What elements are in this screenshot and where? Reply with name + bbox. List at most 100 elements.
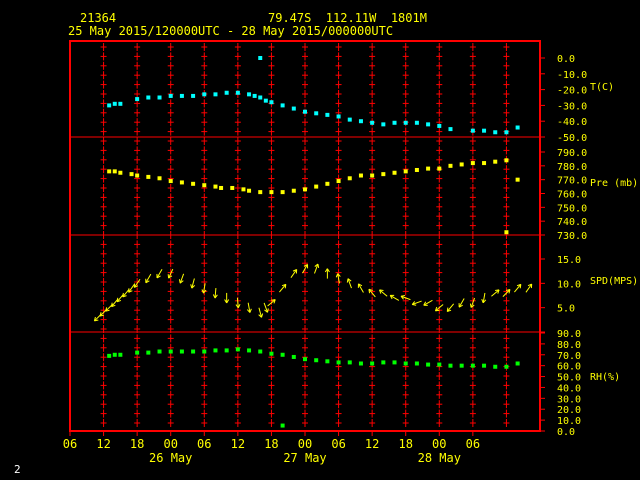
y-tick-label: 50.0 [557,373,581,384]
humidity-point [107,353,112,358]
pressure-point [179,180,184,185]
pressure-point [336,179,341,184]
pressure-point [448,163,453,168]
humidity-point [213,348,218,353]
pressure-point [504,230,509,235]
humidity-point [515,361,520,366]
temperature-point [358,119,363,124]
panel-label: T(C) [590,82,614,93]
y-tick-label: 90.0 [557,329,581,340]
temperature-point [258,56,263,60]
page-number: 2 [14,463,21,476]
wind-arrow [314,263,320,274]
humidity-point [448,363,453,368]
temperature-point [381,122,386,127]
wind-arrow [178,273,185,284]
wind-arrow [458,298,465,308]
pressure-point [230,185,235,190]
y-tick-label: 760.0 [557,190,587,201]
wind-arrow [156,269,163,279]
humidity-point [280,423,285,428]
pressure-point [191,181,196,186]
y-tick-label: 780.0 [557,162,587,173]
humidity-point [392,360,397,365]
y-tick-label: -10.0 [557,70,587,81]
y-tick-label: 10.0 [557,279,581,290]
pressure-point [219,185,224,190]
wind-arrow [400,294,411,301]
pressure-point [213,184,218,189]
temperature-point [504,130,509,135]
x-tick-label: 06 [197,437,211,451]
y-tick-label: 40.0 [557,383,581,394]
temperature-point [314,111,319,116]
temperature-point [202,92,207,97]
wind-arrow [263,302,269,313]
temperature-point [213,92,218,97]
humidity-point [358,361,363,366]
x-tick-label: 12 [365,437,379,451]
wind-arrow [389,294,400,301]
humidity-point [493,364,498,369]
humidity-point [146,350,151,355]
y-tick-label: 30.0 [557,394,581,405]
pressure-point [258,190,263,195]
y-tick-label: 750.0 [557,203,587,214]
pressure-point [157,176,162,181]
pressure-point [392,170,397,175]
pressure-point [135,173,140,178]
wind-arrow [481,292,487,304]
humidity-point [336,360,341,365]
wind-arrow [167,268,174,279]
humidity-point [370,361,375,366]
wind-arrow [122,288,130,298]
panel-label: SPD(MPS) [590,276,638,287]
pressure-point [504,158,509,163]
temperature-point [135,97,140,102]
humidity-point [325,359,330,364]
pressure-point [291,188,296,193]
humidity-point [168,349,173,354]
pressure-point [426,166,431,171]
wind-arrow [335,273,341,284]
y-tick-label: 60.0 [557,362,581,373]
humidity-point [112,352,117,357]
wind-arrow [212,288,218,299]
temperature-point [252,93,257,98]
x-tick-label: 00 [432,437,446,451]
y-tick-label: -20.0 [557,86,587,97]
pressure-point [303,187,307,192]
x-day-label: 28 May [418,451,461,465]
pressure-point [241,187,246,192]
humidity-point [291,354,296,359]
pressure-point [146,174,151,179]
humidity-point [247,348,252,353]
x-tick-label: 12 [231,437,245,451]
pressure-point [129,172,134,177]
humidity-point [135,350,140,355]
pressure-point [325,181,330,186]
humidity-point [191,349,196,354]
y-tick-label: -50.0 [557,133,587,144]
humidity-point [347,360,352,365]
pressure-point [470,161,475,166]
temperature-point [370,120,375,125]
temperature-point [392,120,397,125]
pressure-point [269,190,274,195]
temperature-point [470,128,475,133]
temperature-point [107,103,112,108]
humidity-point [202,349,207,354]
wind-arrow [423,299,433,306]
temperature-point [179,93,184,98]
x-tick-label: 00 [163,437,177,451]
wind-arrow [258,307,264,318]
wind-arrow [514,283,522,293]
x-tick-label: 00 [298,437,312,451]
wind-arrow [279,283,287,293]
pressure-point [370,173,375,178]
pressure-point [118,170,123,175]
pressure-point [247,188,252,193]
temperature-point [157,95,162,100]
temperature-point [437,123,442,128]
